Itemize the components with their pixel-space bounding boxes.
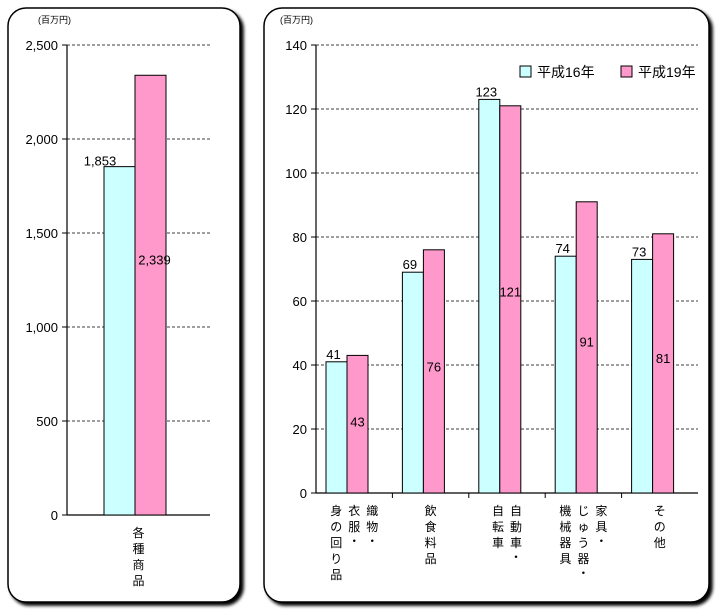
right-data-label: 69	[403, 257, 417, 272]
right-category-char: ・	[510, 550, 522, 564]
left-unit-label: (百万円)	[38, 15, 71, 25]
right-category-char: ゅ	[577, 520, 589, 534]
right-category-char: 物	[366, 520, 378, 534]
right-chart: (百万円)0204060801001201404143織物・衣服・身の回り品織物…	[280, 15, 698, 582]
right-category-char: 具	[595, 520, 607, 534]
right-category-char: の	[654, 520, 666, 534]
legend-label-h19: 平成19年	[638, 64, 696, 80]
right-category-char: 械	[559, 519, 571, 534]
right-category-char: 自	[510, 504, 522, 518]
right-category-char: 回	[330, 536, 342, 550]
right-category-char: 他	[654, 536, 666, 550]
right-category-char: そ	[654, 504, 666, 518]
right-data-label: 76	[427, 360, 441, 375]
right-category-char: う	[577, 536, 589, 550]
left-ytick-label: 1,500	[25, 226, 58, 241]
left-ytick-label: 2,500	[25, 38, 58, 53]
right-bar-h19	[346, 354, 369, 494]
right-data-label: 73	[632, 244, 646, 259]
right-category-char: ・	[595, 534, 607, 548]
right-category-char: 織	[366, 504, 378, 518]
right-category-char: の	[330, 520, 342, 534]
left-ytick-label: 0	[51, 508, 58, 523]
right-category-char: 転	[492, 520, 504, 534]
right-category-label: 自動車・自転車自動車・自転車	[492, 504, 522, 564]
right-category-label: 飲食料品飲食料品	[425, 503, 437, 566]
right-category-char: 動	[510, 520, 522, 534]
right-unit-label: (百万円)	[280, 15, 313, 25]
right-category-char: 器	[577, 552, 589, 566]
right-category-char: 衣	[348, 503, 360, 518]
left-data-label: 1,853	[84, 154, 117, 169]
right-ytick-label: 140	[285, 38, 307, 53]
left-category-label: 各種商品各種商品	[132, 525, 144, 588]
right-category-char: 車	[492, 536, 504, 550]
right-category-char: 品	[330, 568, 342, 582]
left-category-char: 品	[132, 574, 144, 588]
legend-swatch-h16	[519, 65, 532, 78]
right-ytick-label: 120	[285, 102, 307, 117]
right-category-char: 車	[510, 536, 522, 550]
legend-label-h16: 平成16年	[537, 64, 595, 80]
right-category-char: 機	[559, 503, 571, 518]
left-ytick-label: 500	[36, 414, 58, 429]
left-ytick-label: 1,000	[25, 320, 58, 335]
left-chart: (百万円) 0 500 1,000 1,500 2,000 2,500 1,853 2,339 各…	[25, 15, 210, 588]
right-data-label: 121	[499, 285, 521, 300]
right-category-char: ・	[348, 534, 360, 548]
right-data-label: 41	[326, 347, 340, 362]
right-bar-h16	[631, 258, 654, 494]
right-ytick-label: 60	[293, 294, 307, 309]
right-bar-h19	[575, 201, 598, 494]
left-category-char: 商	[132, 557, 144, 572]
right-bar-h19	[652, 233, 675, 494]
legend: 平成16年 平成19年	[519, 64, 696, 80]
right-ytick-label: 0	[300, 486, 307, 501]
right-bar-h16	[478, 98, 501, 494]
right-data-label: 43	[350, 414, 364, 429]
right-bar-h19	[422, 249, 445, 494]
right-ytick-label: 20	[293, 422, 307, 437]
right-category-label: その他その他	[654, 504, 666, 550]
left-bar-h19	[134, 74, 167, 516]
right-data-label: 91	[579, 335, 593, 350]
right-ytick-label: 40	[293, 358, 307, 373]
right-category-char: 品	[425, 552, 437, 566]
right-category-char: 身	[330, 503, 342, 518]
left-data-label: 2,339	[138, 252, 171, 267]
right-category-char: ・	[577, 566, 589, 580]
right-category-char: じ	[577, 504, 589, 518]
right-data-label: 74	[555, 241, 569, 256]
right-category-char: 飲	[425, 503, 437, 518]
left-ytick-label: 2,000	[25, 132, 58, 147]
right-category-char: り	[330, 552, 342, 566]
right-category-char: 自	[492, 504, 504, 518]
right-bar-h16	[401, 271, 424, 494]
left-bar-h16	[103, 166, 136, 516]
right-ytick-label: 100	[285, 166, 307, 181]
right-bar-h19	[499, 105, 522, 494]
right-category-char: ・	[366, 534, 378, 548]
right-bar-h16	[554, 255, 577, 494]
right-category-char: 服	[348, 520, 360, 534]
right-category-char: 器	[559, 536, 571, 550]
right-bar-h16	[325, 361, 348, 494]
right-category-char: 具	[559, 552, 571, 566]
left-category-char: 種	[132, 542, 144, 556]
right-category-char: 料	[425, 536, 437, 550]
left-category-char: 各	[132, 525, 144, 540]
right-ytick-label: 80	[293, 230, 307, 245]
right-category-char: 家	[595, 503, 607, 518]
right-data-label: 81	[656, 351, 670, 366]
right-category-char: 食	[425, 519, 437, 534]
legend-swatch-h19	[620, 65, 633, 78]
right-data-label: 123	[475, 84, 497, 99]
